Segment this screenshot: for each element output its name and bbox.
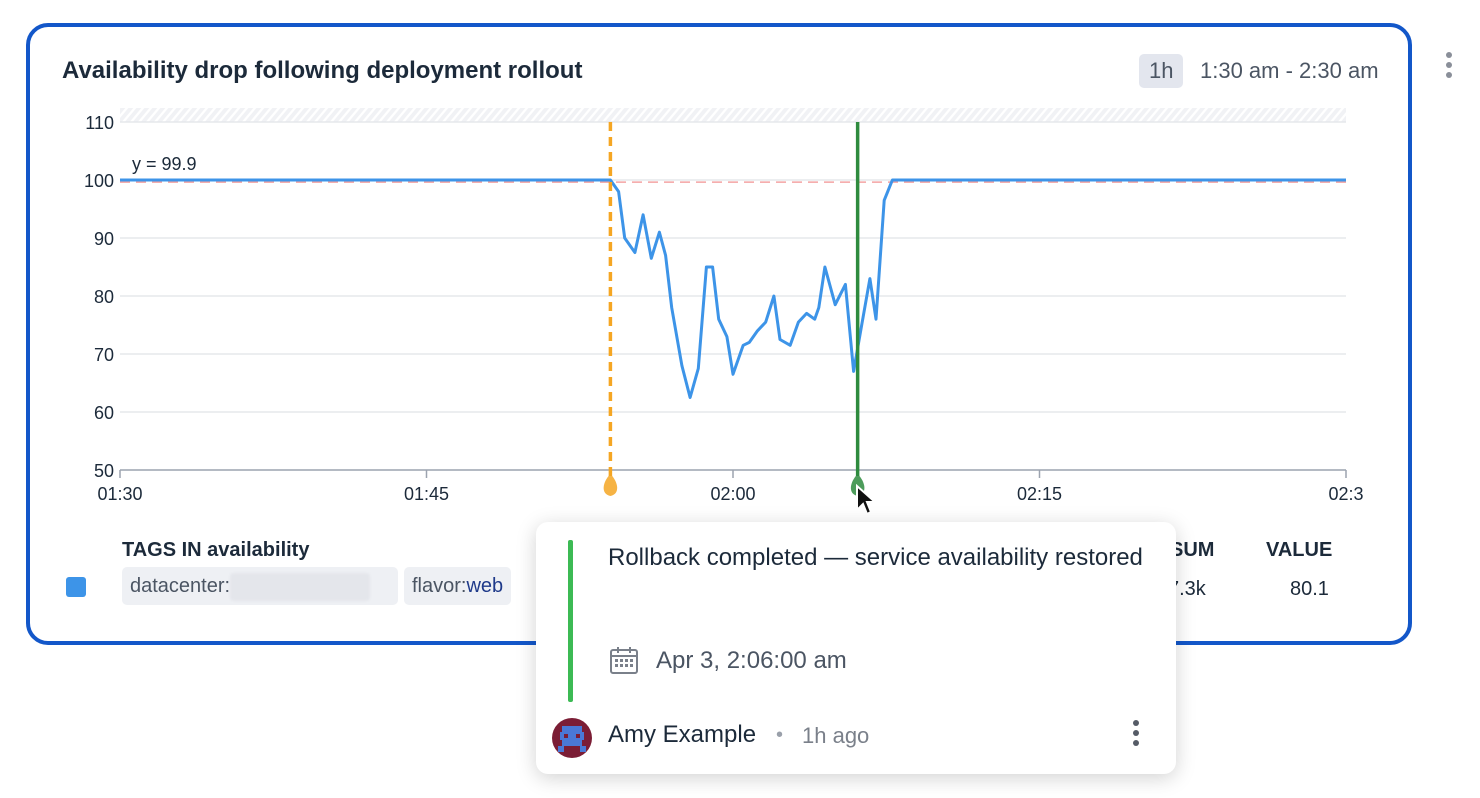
legend-tags-header[interactable]: TAGS IN availability — [122, 539, 310, 561]
y-tick-label: 80 — [94, 287, 114, 307]
time-span-badge[interactable]: 1h — [1139, 54, 1184, 88]
calendar-icon — [610, 647, 638, 674]
y-tick-label: 50 — [94, 461, 114, 481]
chart-top-hatch — [120, 108, 1346, 122]
y-tick-label: 90 — [94, 229, 114, 249]
widget-title: Availability drop following deployment r… — [62, 57, 583, 84]
y-tick-label: 100 — [84, 171, 114, 191]
series-line[interactable] — [120, 178, 1346, 399]
widget-menu-icon[interactable] — [1443, 52, 1455, 82]
y-tick-label: 60 — [94, 403, 114, 423]
x-tick-label: 02:3 — [1328, 484, 1363, 504]
series-color-swatch[interactable] — [66, 577, 86, 597]
legend-value-header[interactable]: VALUE — [1266, 539, 1333, 561]
x-tick-label: 01:45 — [404, 484, 449, 504]
legend-value-cell: 80.1 — [1290, 578, 1329, 600]
legend-sum-cell: 7.3k — [1168, 578, 1206, 600]
event-popover[interactable]: Rollback completed — service availabilit… — [536, 522, 1176, 774]
tag-key: datacenter: — [130, 575, 231, 597]
redacted-value — [230, 572, 371, 601]
author-avatar — [552, 718, 592, 758]
tag-flavor[interactable]: flavor:web — [404, 567, 512, 605]
legend-sum-header[interactable]: SUM — [1170, 539, 1215, 561]
tag-key: flavor: — [412, 575, 467, 597]
threshold-marker-label: y = 99.9 — [132, 154, 197, 174]
meta-separator: • — [776, 724, 784, 746]
mouse-cursor-icon — [856, 484, 878, 516]
event-title[interactable]: Rollback completed — service availabilit… — [608, 544, 1143, 571]
tag-value: web — [466, 575, 504, 597]
event-menu-icon[interactable] — [1131, 720, 1141, 752]
event-age: 1h ago — [802, 723, 870, 748]
y-tick-label: 110 — [85, 113, 114, 133]
event-date: Apr 3, 2:06:00 am — [656, 647, 847, 674]
y-tick-label: 70 — [94, 345, 114, 365]
availability-chart[interactable]: 50 60 70 80 90 100 110 01:30 01:45 02:00 02:15 02:… — [0, 0, 1480, 520]
x-tick-label: 02:00 — [710, 484, 755, 504]
event-accent-bar — [568, 540, 573, 702]
x-tick-label: 01:30 — [97, 484, 142, 504]
tag-datacenter[interactable]: datacenter: — [122, 567, 398, 605]
author-name[interactable]: Amy Example — [608, 721, 757, 748]
x-tick-label: 02:15 — [1017, 484, 1062, 504]
time-range-label: 1:30 am - 2:30 am — [1200, 58, 1379, 83]
event-marker-icon[interactable] — [603, 474, 618, 496]
